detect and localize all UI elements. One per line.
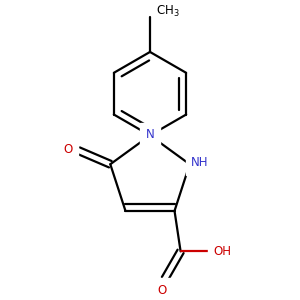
Text: O: O [157, 284, 166, 296]
Text: O: O [63, 142, 72, 155]
Text: NH: NH [191, 156, 209, 169]
Text: OH: OH [214, 245, 232, 258]
Text: N: N [146, 128, 154, 141]
Text: CH$_3$: CH$_3$ [156, 4, 180, 19]
